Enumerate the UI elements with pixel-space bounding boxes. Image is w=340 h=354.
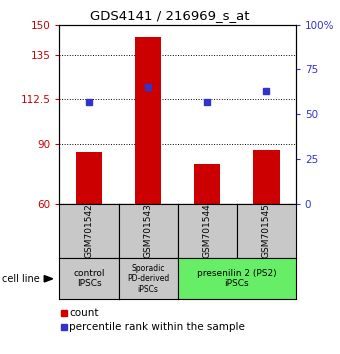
- Text: percentile rank within the sample: percentile rank within the sample: [69, 322, 245, 332]
- Text: GSM701543: GSM701543: [143, 204, 153, 258]
- Text: GSM701542: GSM701542: [85, 204, 94, 258]
- Bar: [135, 37, 162, 204]
- Text: count: count: [69, 308, 99, 318]
- Text: control
IPSCs: control IPSCs: [73, 269, 105, 289]
- Text: GSM701545: GSM701545: [262, 204, 271, 258]
- Text: cell line: cell line: [2, 274, 39, 284]
- Text: GSM701544: GSM701544: [203, 204, 212, 258]
- Bar: [76, 152, 102, 204]
- Bar: [253, 150, 279, 204]
- Text: Sporadic
PD-derived
iPSCs: Sporadic PD-derived iPSCs: [127, 264, 169, 294]
- Text: presenilin 2 (PS2)
iPSCs: presenilin 2 (PS2) iPSCs: [197, 269, 276, 289]
- Bar: [194, 164, 220, 204]
- Text: GDS4141 / 216969_s_at: GDS4141 / 216969_s_at: [90, 9, 250, 22]
